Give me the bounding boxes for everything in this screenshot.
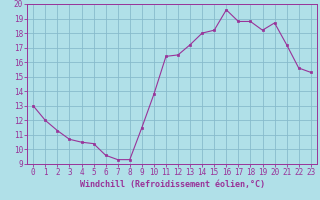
X-axis label: Windchill (Refroidissement éolien,°C): Windchill (Refroidissement éolien,°C) <box>79 180 265 189</box>
